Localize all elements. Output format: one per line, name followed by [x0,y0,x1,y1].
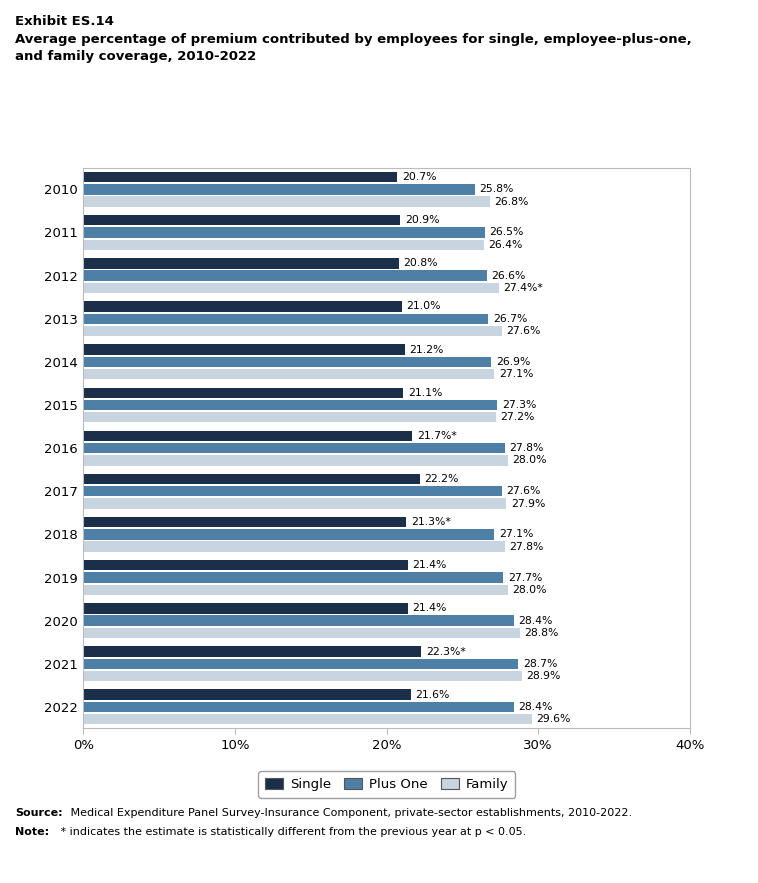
Bar [83,172,397,182]
Bar [83,196,490,207]
Bar [83,412,496,422]
Bar [83,215,400,225]
Text: 26.8%: 26.8% [494,197,528,207]
Text: 21.7%*: 21.7%* [417,431,456,441]
Text: 26.4%: 26.4% [488,239,522,250]
Text: 21.2%: 21.2% [409,344,443,355]
Bar [83,443,505,453]
Text: 26.5%: 26.5% [490,228,524,238]
Text: 26.9%: 26.9% [496,357,530,366]
Text: 29.6%: 29.6% [537,714,571,724]
Text: 20.9%: 20.9% [405,215,440,225]
Bar [83,227,485,238]
Bar [83,702,514,712]
Legend: Single, Plus One, Family: Single, Plus One, Family [258,771,515,797]
Text: 21.1%: 21.1% [408,388,442,397]
Text: Medical Expenditure Panel Survey-Insurance Component, private-sector establishme: Medical Expenditure Panel Survey-Insuran… [67,808,632,818]
Text: * indicates the estimate is statistically different from the previous year at p : * indicates the estimate is statisticall… [57,827,526,837]
Bar [83,690,411,700]
Bar [83,603,408,614]
Text: 25.8%: 25.8% [479,185,513,194]
Text: Average percentage of premium contributed by employees for single, employee-plus: Average percentage of premium contribute… [15,33,692,46]
Bar [83,615,514,626]
Bar [83,301,402,312]
Text: 27.8%: 27.8% [509,443,543,453]
Text: 26.7%: 26.7% [493,313,527,324]
Bar [83,517,406,527]
Text: 27.1%: 27.1% [499,530,533,540]
Bar [83,585,508,595]
Text: and family coverage, 2010-2022: and family coverage, 2010-2022 [15,50,256,64]
Text: 20.8%: 20.8% [403,259,438,268]
Bar [83,283,499,293]
Bar [83,714,532,724]
Text: 27.4%*: 27.4%* [503,283,543,293]
Text: 27.7%: 27.7% [508,572,542,583]
Bar [83,431,412,442]
Bar [83,344,405,355]
Text: 28.9%: 28.9% [526,671,560,681]
Bar [83,369,494,380]
Text: 27.9%: 27.9% [511,499,545,509]
Bar [83,529,494,540]
Bar [83,572,503,583]
Text: 21.6%: 21.6% [415,690,449,699]
Bar [83,474,420,484]
Text: 27.8%: 27.8% [509,541,543,552]
Text: 28.0%: 28.0% [512,585,547,595]
Bar [83,258,399,268]
Text: 21.0%: 21.0% [406,301,441,312]
Text: 27.6%: 27.6% [506,487,540,496]
Text: 21.4%: 21.4% [412,560,446,570]
Bar [83,185,475,194]
Text: 28.7%: 28.7% [523,659,557,668]
Bar [83,239,484,250]
Text: 28.8%: 28.8% [525,628,559,638]
Text: 22.3%*: 22.3%* [426,646,465,657]
Text: Exhibit ES.14: Exhibit ES.14 [15,15,114,28]
Text: 26.6%: 26.6% [491,270,525,281]
Bar [83,313,488,324]
Text: 20.7%: 20.7% [402,172,437,182]
Bar [83,498,506,509]
Text: 27.1%: 27.1% [499,369,533,379]
Text: 21.3%*: 21.3%* [411,517,450,527]
Bar [83,388,403,398]
Text: 22.2%: 22.2% [424,474,459,484]
Text: Source:: Source: [15,808,63,818]
Bar [83,357,491,367]
Text: Note:: Note: [15,827,49,837]
Text: 27.6%: 27.6% [506,326,540,336]
Bar [83,659,518,669]
Bar [83,326,502,336]
Bar [83,541,505,552]
Bar [83,628,520,638]
Bar [83,400,497,411]
Text: 21.4%: 21.4% [412,603,446,614]
Bar [83,646,421,657]
Bar [83,455,508,465]
Bar [83,270,487,281]
Text: 27.3%: 27.3% [502,400,536,410]
Bar [83,486,502,496]
Text: 28.4%: 28.4% [518,615,553,626]
Text: 28.0%: 28.0% [512,456,547,465]
Text: 27.2%: 27.2% [500,412,534,422]
Bar [83,671,522,682]
Bar [83,560,408,570]
Text: 28.4%: 28.4% [518,702,553,712]
